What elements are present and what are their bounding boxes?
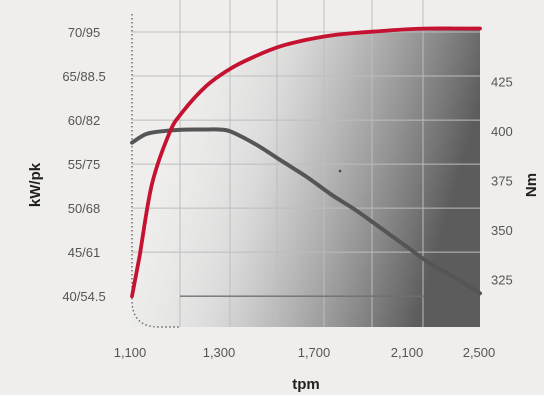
y-left-tick-label: 60/82 bbox=[68, 113, 101, 128]
left-axis-dotted bbox=[131, 14, 180, 328]
y-left-tick-label: 65/88.5 bbox=[62, 69, 105, 84]
x-tick-label: 2,500 bbox=[463, 345, 496, 360]
x-tick-label: 2,100 bbox=[391, 345, 424, 360]
y-right-axis-title: Nm bbox=[523, 173, 540, 197]
y-left-tick-label: 50/68 bbox=[68, 201, 101, 216]
torque-curve bbox=[130, 127, 482, 296]
tick-label-group: 40/54.5 45/61 50/68 55/75 60/82 65/88.5 70/95 3… bbox=[62, 25, 512, 360]
reference-dot bbox=[338, 169, 342, 173]
y-left-tick-label: 45/61 bbox=[68, 245, 101, 260]
grid-group bbox=[132, 0, 480, 327]
series-group bbox=[130, 26, 482, 299]
y-left-tick-label: 70/95 bbox=[68, 25, 101, 40]
axis-group bbox=[131, 14, 424, 328]
x-tick-label: 1,100 bbox=[114, 345, 147, 360]
y-right-tick-label: 400 bbox=[491, 124, 513, 139]
y-left-axis-title: kW/pk bbox=[27, 162, 44, 207]
y-left-tick-label: 55/75 bbox=[68, 157, 101, 172]
y-left-tick-label: 40/54.5 bbox=[62, 289, 105, 304]
x-tick-label: 1,700 bbox=[298, 345, 331, 360]
x-axis-title: tpm bbox=[292, 376, 320, 393]
y-right-tick-label: 350 bbox=[491, 223, 513, 238]
y-right-tick-label: 425 bbox=[491, 74, 513, 89]
power-curve bbox=[130, 26, 482, 299]
x-tick-label: 1,300 bbox=[203, 345, 236, 360]
y-right-tick-label: 325 bbox=[491, 272, 513, 287]
y-right-tick-label: 375 bbox=[491, 173, 513, 188]
